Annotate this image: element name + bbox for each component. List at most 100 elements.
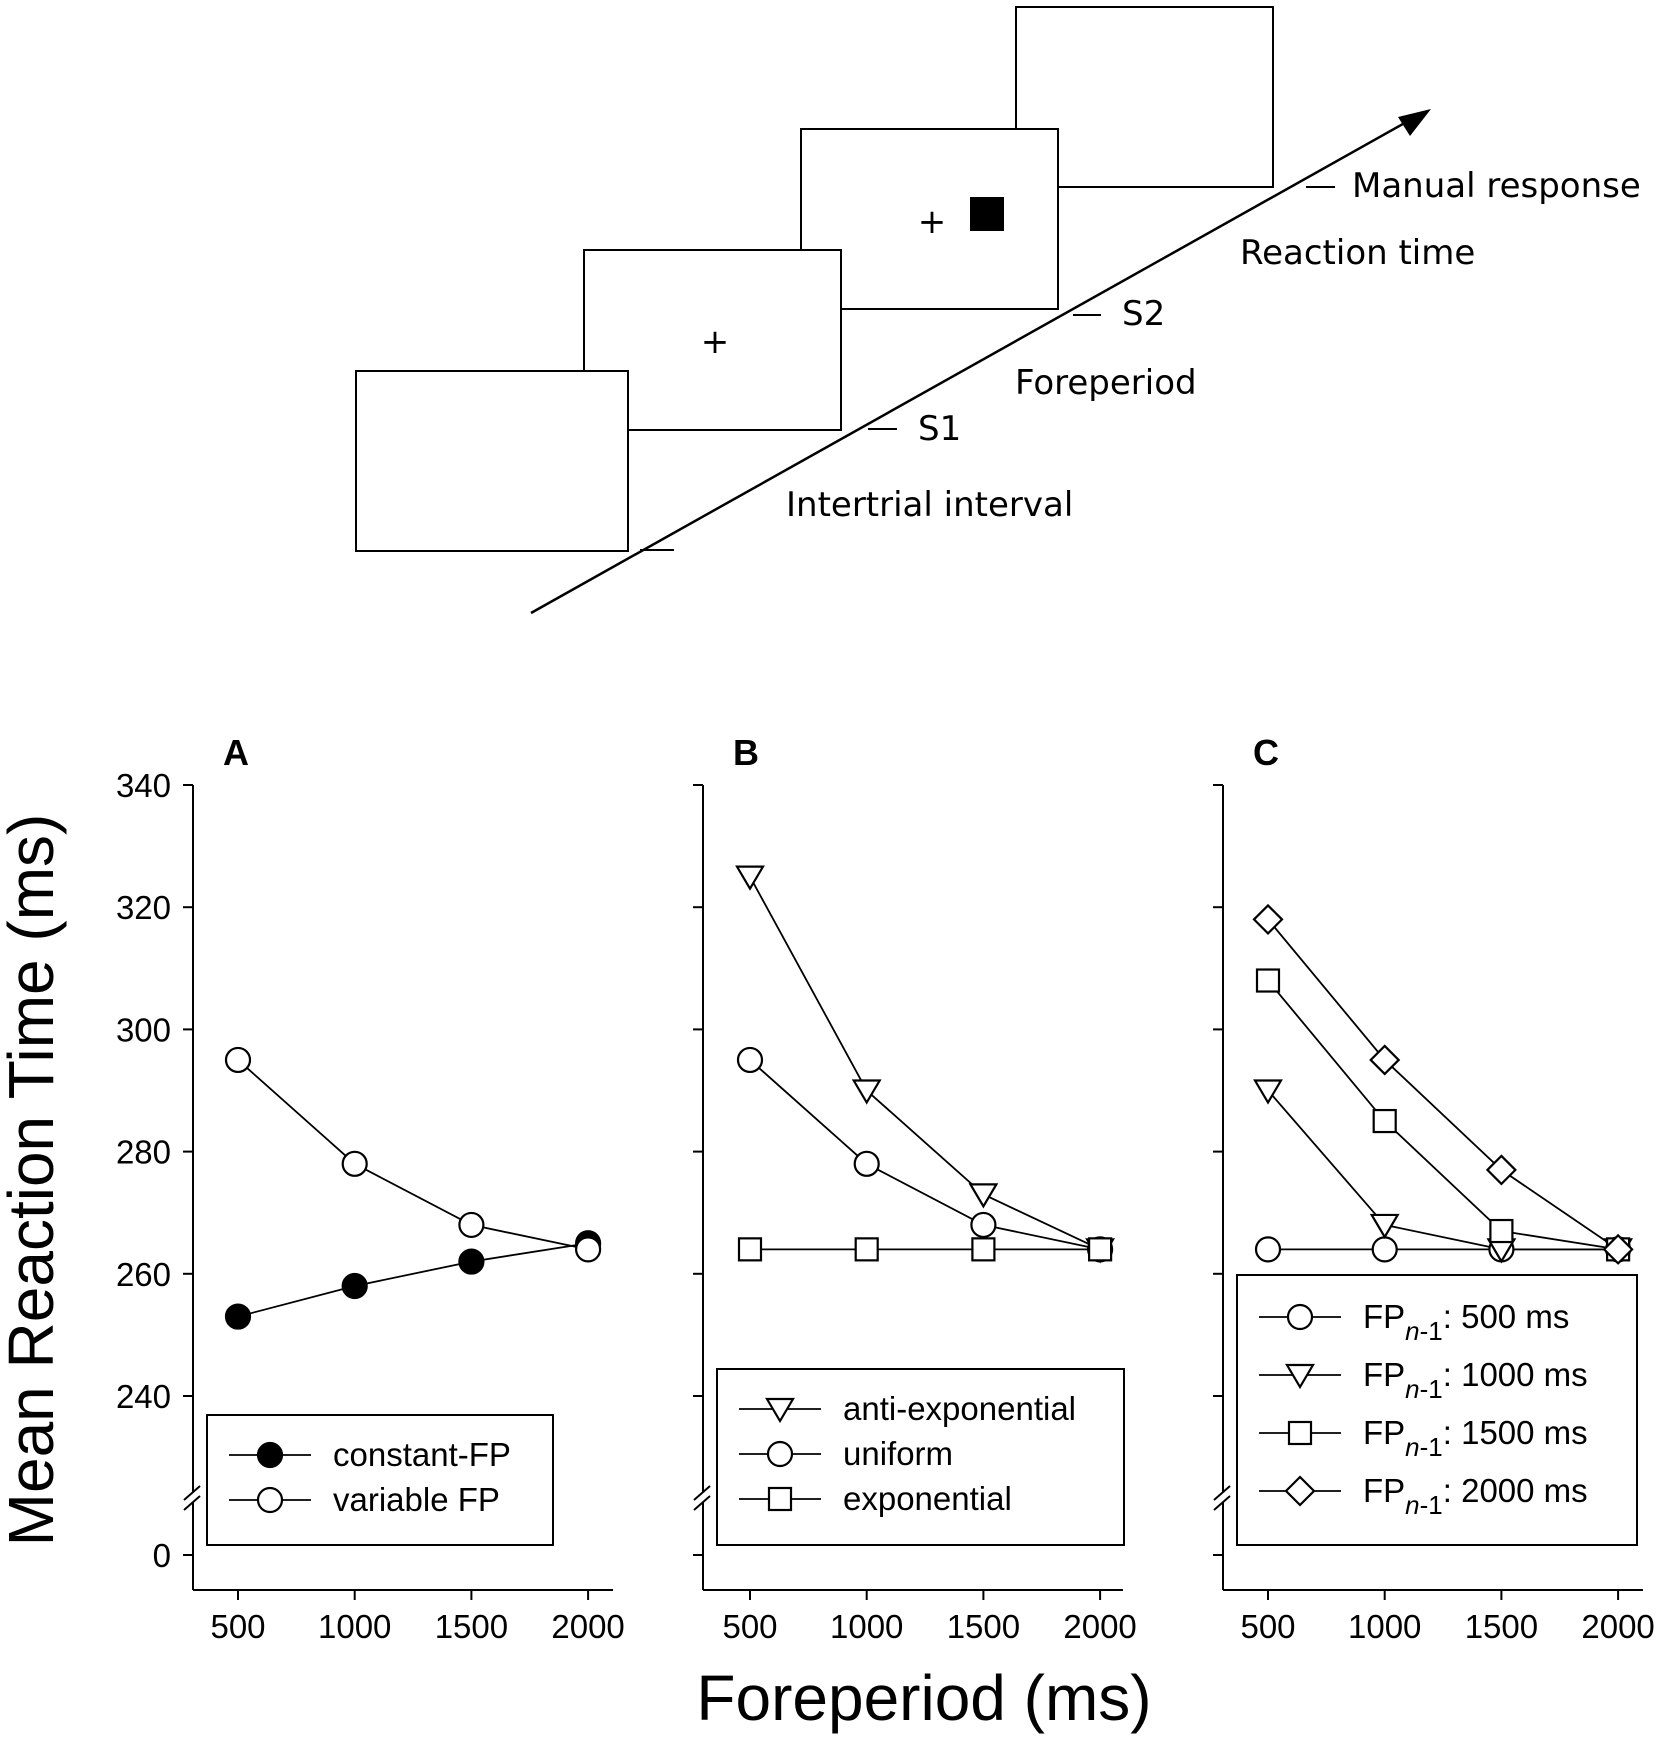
y-tick-label: 340 <box>116 767 171 804</box>
y-axis-title: Mean Reaction Time (ms) <box>0 814 67 1547</box>
legend-marker <box>1287 1420 1313 1446</box>
data-point <box>574 1236 602 1263</box>
y-tick-label: 280 <box>116 1134 171 1171</box>
data-point <box>1255 968 1281 993</box>
axis-break-mark <box>693 1485 711 1501</box>
legend-marker <box>766 1440 794 1468</box>
legend-marker <box>765 1397 795 1424</box>
legend-marker <box>256 1486 284 1514</box>
data-point <box>458 1211 485 1239</box>
panel-letter: C <box>1253 732 1279 773</box>
label-s1: S1 <box>918 409 961 449</box>
legend-label: constant-FP <box>333 1436 511 1473</box>
trial-diagram: + + Manual response Reaction time S2 For… <box>355 6 1641 615</box>
data-point <box>853 1150 880 1177</box>
x-tick-label: 1500 <box>435 1608 508 1645</box>
x-tick-label: 2000 <box>551 1608 624 1645</box>
legend-marker <box>1286 1303 1314 1331</box>
chart: Mean Reaction Time (ms) Foreperiod (ms) … <box>0 732 1655 1734</box>
x-tick-label: 1500 <box>1465 1608 1538 1645</box>
x-tick-label: 1000 <box>318 1608 391 1645</box>
legend-marker <box>1284 1475 1316 1507</box>
legend-label: FPn-1: 2000 ms <box>1363 1472 1588 1520</box>
x-tick-label: 500 <box>722 1608 777 1645</box>
fixation-cross-2: + <box>918 202 947 242</box>
panel-c: C 500 1000 1500 2000 FPn-1: 500 ms FPn-1: 1000… <box>1213 732 1655 1645</box>
legend-label: exponential <box>843 1480 1012 1517</box>
data-point <box>1252 903 1284 935</box>
series-line-3 <box>1267 918 1619 1251</box>
data-point <box>341 1272 368 1300</box>
x-tick-label: 2000 <box>1581 1608 1654 1645</box>
screen-blank <box>355 370 629 552</box>
series-line-2 <box>1267 979 1619 1251</box>
data-point <box>458 1248 485 1275</box>
y-tick-label-zero: 0 <box>153 1537 171 1574</box>
y-tick-label: 240 <box>116 1378 171 1415</box>
axis-break-mark <box>1213 1485 1231 1501</box>
data-point <box>1254 1236 1282 1263</box>
data-point <box>851 1079 882 1105</box>
data-point <box>735 865 765 891</box>
x-tick-label: 1000 <box>830 1608 903 1645</box>
panel-a: A 340 320 300 280 260 240 0 500 1000 1500 2000 const… <box>116 732 625 1645</box>
data-point <box>1372 1108 1397 1134</box>
x-tick-label: 500 <box>1240 1608 1295 1645</box>
data-point <box>1489 1218 1514 1244</box>
x-tick-label: 500 <box>210 1608 265 1645</box>
label-intertrial-interval: Intertrial interval <box>786 485 1073 525</box>
panels: A 340 320 300 280 260 240 0 500 1000 1500 2000 const… <box>116 732 1655 1645</box>
data-point <box>737 1237 763 1262</box>
x-tick-label: 1500 <box>947 1608 1020 1645</box>
y-tick-label: 320 <box>116 889 171 926</box>
data-point <box>1253 1079 1283 1105</box>
label-manual-response: Manual response <box>1352 166 1641 206</box>
legend-label: anti-exponential <box>843 1390 1076 1427</box>
axis-break-mark <box>183 1485 201 1501</box>
data-point <box>970 1211 997 1239</box>
x-axis-title: Foreperiod (ms) <box>696 1662 1151 1734</box>
data-point <box>736 1046 764 1074</box>
label-foreperiod: Foreperiod <box>1015 363 1197 403</box>
data-point <box>1369 1213 1400 1240</box>
series-line-1 <box>237 1059 589 1251</box>
data-point <box>1485 1154 1517 1186</box>
time-arrowhead <box>1398 109 1431 136</box>
legend-box <box>206 1414 554 1546</box>
legend-label: FPn-1: 1500 ms <box>1363 1414 1588 1462</box>
fixation-cross-1: + <box>701 322 730 362</box>
legend-label: FPn-1: 1000 ms <box>1363 1356 1588 1404</box>
target-square <box>970 197 1004 231</box>
axis-break-mark <box>1213 1495 1231 1511</box>
data-point <box>968 1183 999 1209</box>
screen-target <box>800 128 1059 310</box>
time-arrow <box>530 118 1411 615</box>
data-point <box>341 1150 368 1177</box>
data-point <box>1369 1044 1401 1076</box>
legend-label: variable FP <box>333 1481 500 1518</box>
axis-break-mark <box>693 1495 711 1511</box>
legend-marker <box>256 1441 284 1469</box>
series-line-0 <box>749 876 1101 1251</box>
data-point <box>1087 1237 1113 1262</box>
data-point <box>854 1237 879 1262</box>
label-reaction-time: Reaction time <box>1240 233 1475 273</box>
data-point <box>224 1046 252 1074</box>
label-s2: S2 <box>1122 294 1165 334</box>
panel-letter: A <box>223 732 249 773</box>
legend-marker <box>1285 1363 1315 1390</box>
axis-break-mark <box>183 1495 201 1511</box>
panel-letter: B <box>733 732 759 773</box>
panel-b: B 500 1000 1500 2000 anti-exponential uniform e… <box>693 732 1137 1645</box>
data-point <box>224 1303 252 1330</box>
legend-label: FPn-1: 500 ms <box>1363 1298 1569 1346</box>
series-line-0 <box>237 1242 589 1318</box>
data-point <box>1602 1233 1634 1265</box>
legend-marker <box>767 1486 793 1512</box>
legend-label: uniform <box>843 1435 953 1472</box>
y-tick-label: 300 <box>116 1011 171 1048</box>
series-line-1 <box>1267 1089 1619 1251</box>
data-point <box>971 1237 996 1262</box>
series-line-1 <box>749 1059 1101 1251</box>
